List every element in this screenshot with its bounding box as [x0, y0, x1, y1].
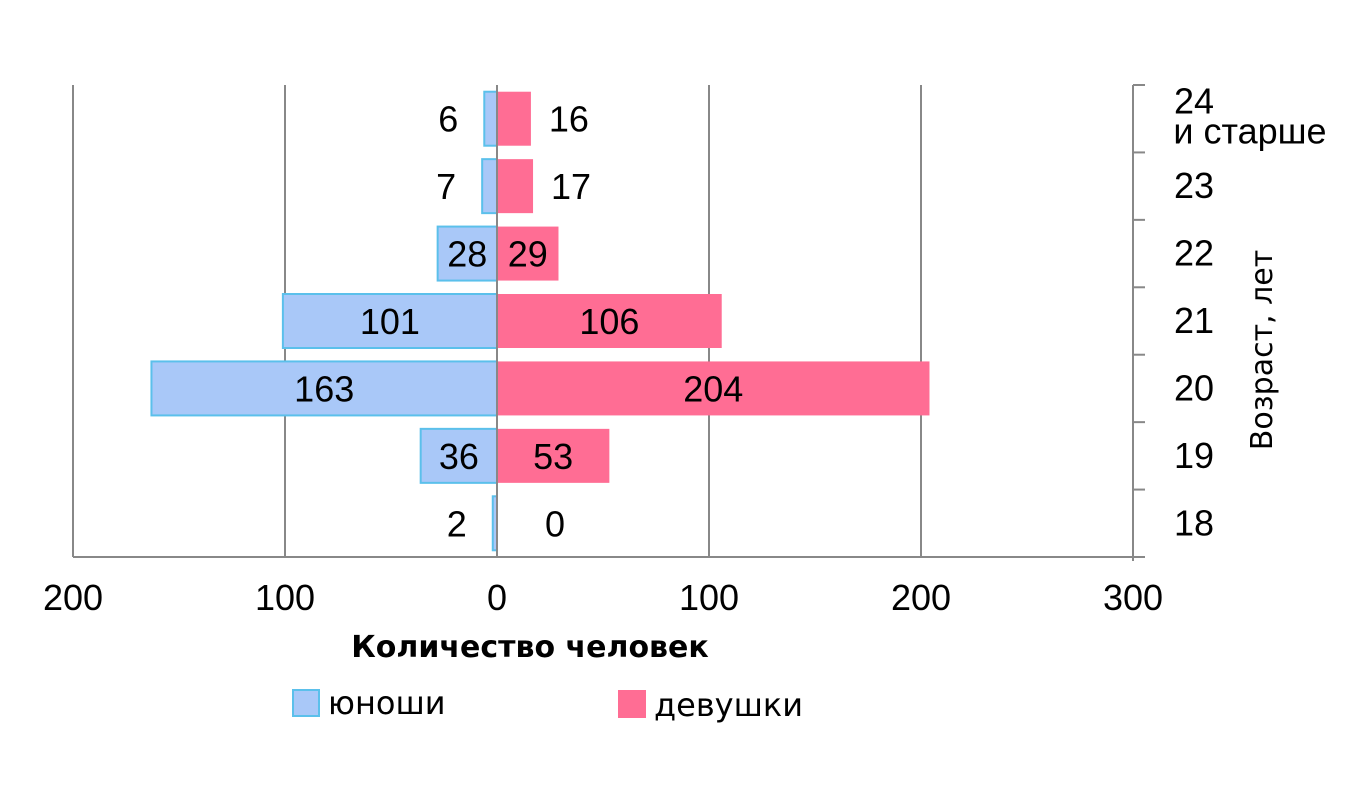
- bar-female-22: [497, 226, 559, 281]
- bar-female-19: [497, 428, 610, 483]
- category-label-line: 20: [1174, 367, 1214, 408]
- category-label-20: 20: [1174, 367, 1214, 408]
- value-label-male-24: 6: [438, 99, 458, 140]
- category-label-line: 21: [1174, 300, 1214, 341]
- x-tick-label-1: 100: [255, 577, 315, 618]
- value-label-female-22: 29: [508, 234, 548, 275]
- bars: [150, 90, 930, 552]
- value-label-male-21: 101: [360, 301, 420, 342]
- value-label-female-19: 53: [533, 436, 573, 477]
- category-label-23: 23: [1174, 165, 1214, 206]
- bar-female-21: [497, 294, 722, 348]
- value-label-female-18: 0: [545, 503, 565, 544]
- legend-swatch-female: [618, 690, 646, 718]
- legend-label-male: юноши: [328, 684, 446, 722]
- x-tick-label-4: 200: [891, 577, 951, 618]
- category-label-line: 19: [1174, 435, 1214, 476]
- bar-male-24: [483, 90, 498, 147]
- axes: [73, 84, 1145, 561]
- value-label-female-21: 106: [579, 301, 639, 342]
- value-label-female-24: 16: [549, 99, 589, 140]
- value-label-male-20: 163: [294, 368, 354, 409]
- category-label-line: и старше: [1173, 111, 1326, 152]
- x-tick-label-3: 100: [679, 577, 739, 618]
- x-axis-title: Количество человек: [351, 630, 709, 665]
- bar-female-20: [497, 361, 930, 416]
- category-label-22: 22: [1174, 233, 1214, 274]
- category-label-18: 18: [1174, 502, 1214, 543]
- category-label-19: 19: [1174, 435, 1214, 476]
- value-label-male-19: 36: [439, 436, 479, 477]
- legend-label-female: девушки: [654, 686, 803, 724]
- bar-female-23: [497, 159, 534, 214]
- value-label-male-18: 2: [447, 503, 467, 544]
- bar-female-24: [497, 91, 531, 146]
- category-label-line: 22: [1174, 233, 1214, 274]
- bar-male-22: [436, 225, 499, 282]
- legend-swatch-male: [292, 689, 320, 717]
- value-label-female-23: 17: [551, 166, 591, 207]
- category-label-line: 23: [1174, 165, 1214, 206]
- y-axis-title: Возраст, лет: [1245, 250, 1280, 450]
- x-tick-labels: 200 100 0 100 200 300: [43, 577, 1163, 618]
- category-label-line: 24: [1174, 81, 1214, 122]
- value-label-female-20: 204: [683, 368, 743, 409]
- category-label-24: 24 и старше: [1173, 81, 1326, 152]
- category-label-line: 18: [1174, 502, 1214, 543]
- bar-male-23: [481, 158, 499, 215]
- category-label-21: 21: [1174, 300, 1214, 341]
- legend: юноши девушки: [292, 684, 803, 724]
- category-labels: 18 19 20 21 22 23 24 и старше: [1173, 81, 1326, 544]
- x-tick-label-0: 200: [43, 577, 103, 618]
- x-tick-label-2: 0: [487, 577, 507, 618]
- x-tick-label-5: 300: [1103, 577, 1163, 618]
- value-labels: 2 0 36 53 163 204 101 106 28 29 7 17 6 16: [294, 99, 743, 545]
- value-label-male-22: 28: [447, 234, 487, 275]
- value-label-male-23: 7: [436, 166, 456, 207]
